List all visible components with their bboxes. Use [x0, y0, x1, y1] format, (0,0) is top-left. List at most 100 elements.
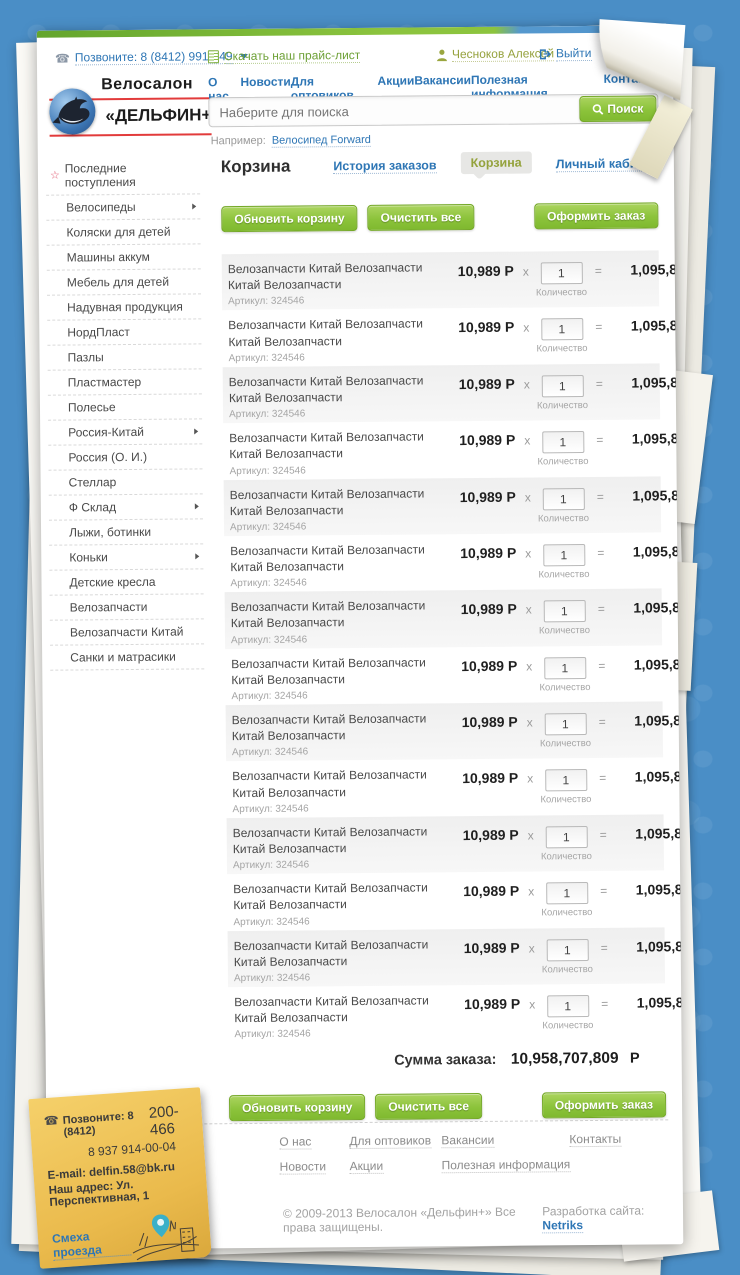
sidebar-item[interactable]: НордПласт: [47, 319, 202, 346]
item-title[interactable]: Велозапчасти Китай Велозапчасти Китай Ве…: [230, 542, 425, 575]
sidebar-item[interactable]: Машины аккум: [46, 244, 201, 271]
sidebar-item[interactable]: Детские кресла: [49, 569, 204, 596]
quantity-input[interactable]: [543, 656, 586, 680]
sidebar-item[interactable]: Мебель для детей: [46, 269, 201, 296]
clear-all-button[interactable]: Очистить все: [375, 1093, 483, 1121]
quantity-label: Количество: [538, 568, 590, 581]
quantity-input[interactable]: [542, 543, 585, 567]
item-title[interactable]: Велозапчасти Китай Велозапчасти Китай Ве…: [233, 936, 429, 969]
item-title[interactable]: Велозапчасти Китай Велозапчасти Китай Ве…: [229, 429, 424, 462]
pricelist-link[interactable]: Скачать наш прайс-лист: [223, 47, 361, 65]
footer-link[interactable]: Акции: [349, 1158, 384, 1175]
sidebar-item[interactable]: Пластмастер: [47, 369, 202, 396]
quantity-input[interactable]: [545, 825, 588, 849]
footer-link[interactable]: Вакансии: [441, 1132, 495, 1149]
user-item[interactable]: Чесноков Алексей: [436, 46, 555, 63]
user-icon: [436, 49, 447, 61]
search-icon: [592, 103, 604, 115]
checkout-button[interactable]: Оформить заказ: [533, 202, 659, 230]
cart-item-row: Велозапчасти Китай Велозапчасти Китай Ве…: [227, 926, 683, 988]
item-price: 10,989 Р: [458, 375, 515, 392]
sidebar-item-label: Мебель для детей: [66, 274, 170, 290]
quantity-input[interactable]: [544, 713, 587, 736]
quantity-label: Количество: [539, 681, 591, 694]
item-title[interactable]: Велозапчасти Китай Велозапчасти Китай Ве…: [228, 316, 423, 349]
item-title[interactable]: Велозапчасти Китай Велозапчасти Китай Ве…: [232, 767, 427, 800]
logout-link[interactable]: Выйти: [555, 45, 592, 62]
quantity-input[interactable]: [540, 318, 583, 341]
sidebar-item-label: Детские кресла: [69, 574, 156, 590]
item-title[interactable]: Велозапчасти Китай Велозапчасти Китай Ве…: [232, 824, 428, 857]
pricelist-item[interactable]: Скачать наш прайс-лист: [207, 47, 361, 65]
footer-link[interactable]: Контакты: [569, 1131, 622, 1148]
quantity-input[interactable]: [541, 374, 584, 398]
sidebar-item[interactable]: Ф Склад: [48, 494, 203, 521]
sidebar-item-label: Полесье: [67, 400, 116, 415]
quantity-input[interactable]: [546, 938, 589, 961]
sidebar-item[interactable]: Велозапчасти Китай: [49, 619, 205, 646]
sidebar-item[interactable]: Россия (О. И.): [48, 444, 203, 471]
quantity-label: Количество: [540, 850, 592, 863]
footer-link[interactable]: Полезная информация: [441, 1157, 571, 1174]
item-title[interactable]: Велозапчасти Китай Велозапчасти Китай Ве…: [234, 993, 429, 1026]
quantity-input[interactable]: [544, 769, 587, 792]
item-title[interactable]: Велозапчасти Китай Велозапчасти Китай Ве…: [231, 711, 427, 744]
cart-item-row: Велозапчасти Китай Велозапчасти Китай Ве…: [224, 532, 683, 592]
quantity-input[interactable]: [540, 262, 583, 285]
sidebar-item[interactable]: Россия-Китай: [48, 419, 203, 446]
item-total: 1,095,870 Р: [632, 486, 684, 504]
item-title[interactable]: Велозапчасти Китай Велозапчасти Китай Ве…: [229, 485, 425, 518]
sidebar-item[interactable]: Пазлы: [47, 344, 202, 371]
footer-link[interactable]: О нас: [279, 1134, 312, 1150]
search-button[interactable]: Поиск: [579, 95, 657, 123]
item-title[interactable]: Велозапчасти Китай Велозапчасти Китай Ве…: [228, 373, 424, 406]
sidebar-item[interactable]: ☆ Последние поступления: [45, 155, 201, 196]
multiply-sign: х: [526, 715, 533, 730]
quantity-input[interactable]: [546, 994, 589, 1018]
tab[interactable]: История заказов: [333, 157, 437, 174]
sidebar-item[interactable]: Полесье: [47, 394, 203, 421]
footer-link[interactable]: Для оптовиков: [349, 1133, 432, 1150]
checkout-button[interactable]: Оформить заказ: [541, 1091, 667, 1119]
multiply-sign: х: [525, 602, 532, 617]
equals-sign: =: [596, 489, 604, 504]
account-tabs: История заказов Корзина Личный кабинет: [333, 151, 658, 175]
search-hint-label: Например:: [210, 134, 266, 148]
sidebar-item[interactable]: Санки и матрасики: [50, 644, 205, 671]
item-title[interactable]: Велозапчасти Китай Велозапчасти Китай Ве…: [230, 598, 426, 631]
sidebar-item[interactable]: Лыжи, ботинки: [48, 519, 204, 546]
quantity-input[interactable]: [545, 882, 588, 905]
sidebar-item[interactable]: Велосипеды: [46, 194, 201, 221]
sidebar-item[interactable]: Велозапчасти: [49, 594, 204, 621]
multiply-sign: х: [525, 546, 532, 561]
update-cart-button[interactable]: Обновить корзину: [228, 1094, 366, 1122]
logo-text-2: «ДЕЛЬФИН+»: [105, 105, 221, 126]
sidebar-item-label: НордПласт: [67, 324, 130, 340]
item-title[interactable]: Велозапчасти Китай Велозапчасти Китай Ве…: [227, 260, 423, 293]
sidebar-item[interactable]: Коньки: [49, 544, 204, 571]
logout-item[interactable]: Выйти: [539, 45, 592, 62]
sidebar-item-label: Ф Склад: [68, 500, 117, 515]
clear-all-button[interactable]: Очистить все: [367, 203, 475, 231]
cart-main: Корзина История заказов Корзина Личный каб…: [221, 151, 683, 1122]
quantity-input[interactable]: [543, 600, 586, 623]
footer-link[interactable]: Новости: [279, 1159, 327, 1175]
sidebar-item-label: Россия-Китай: [68, 424, 145, 440]
item-title[interactable]: Велозапчасти Китай Велозапчасти Китай Ве…: [231, 655, 426, 687]
logo[interactable]: Велосалон «ДЕЛЬФИН+»: [49, 71, 221, 144]
order-sum-label: Сумма заказа:: [394, 1052, 497, 1069]
equals-sign: =: [599, 827, 607, 842]
quantity-label: Количество: [540, 794, 592, 806]
update-cart-button[interactable]: Обновить корзину: [221, 205, 358, 233]
sidebar-item[interactable]: Стеллар: [48, 469, 203, 496]
item-title[interactable]: Велозапчасти Китай Велозапчасти Китай Ве…: [233, 880, 428, 913]
equals-sign: =: [594, 263, 602, 278]
quantity-input[interactable]: [541, 431, 584, 454]
search-hint-link[interactable]: Велосипед Forward: [271, 133, 371, 148]
sidebar-item[interactable]: Коляски для детей: [46, 219, 201, 246]
route-map-link[interactable]: Смеха проезда: [51, 1226, 132, 1261]
quantity-input[interactable]: [542, 487, 585, 510]
tab[interactable]: Корзина: [460, 151, 532, 175]
developer-link[interactable]: Netriks: [542, 1218, 584, 1234]
sidebar-item[interactable]: Надувная продукция: [47, 294, 202, 321]
